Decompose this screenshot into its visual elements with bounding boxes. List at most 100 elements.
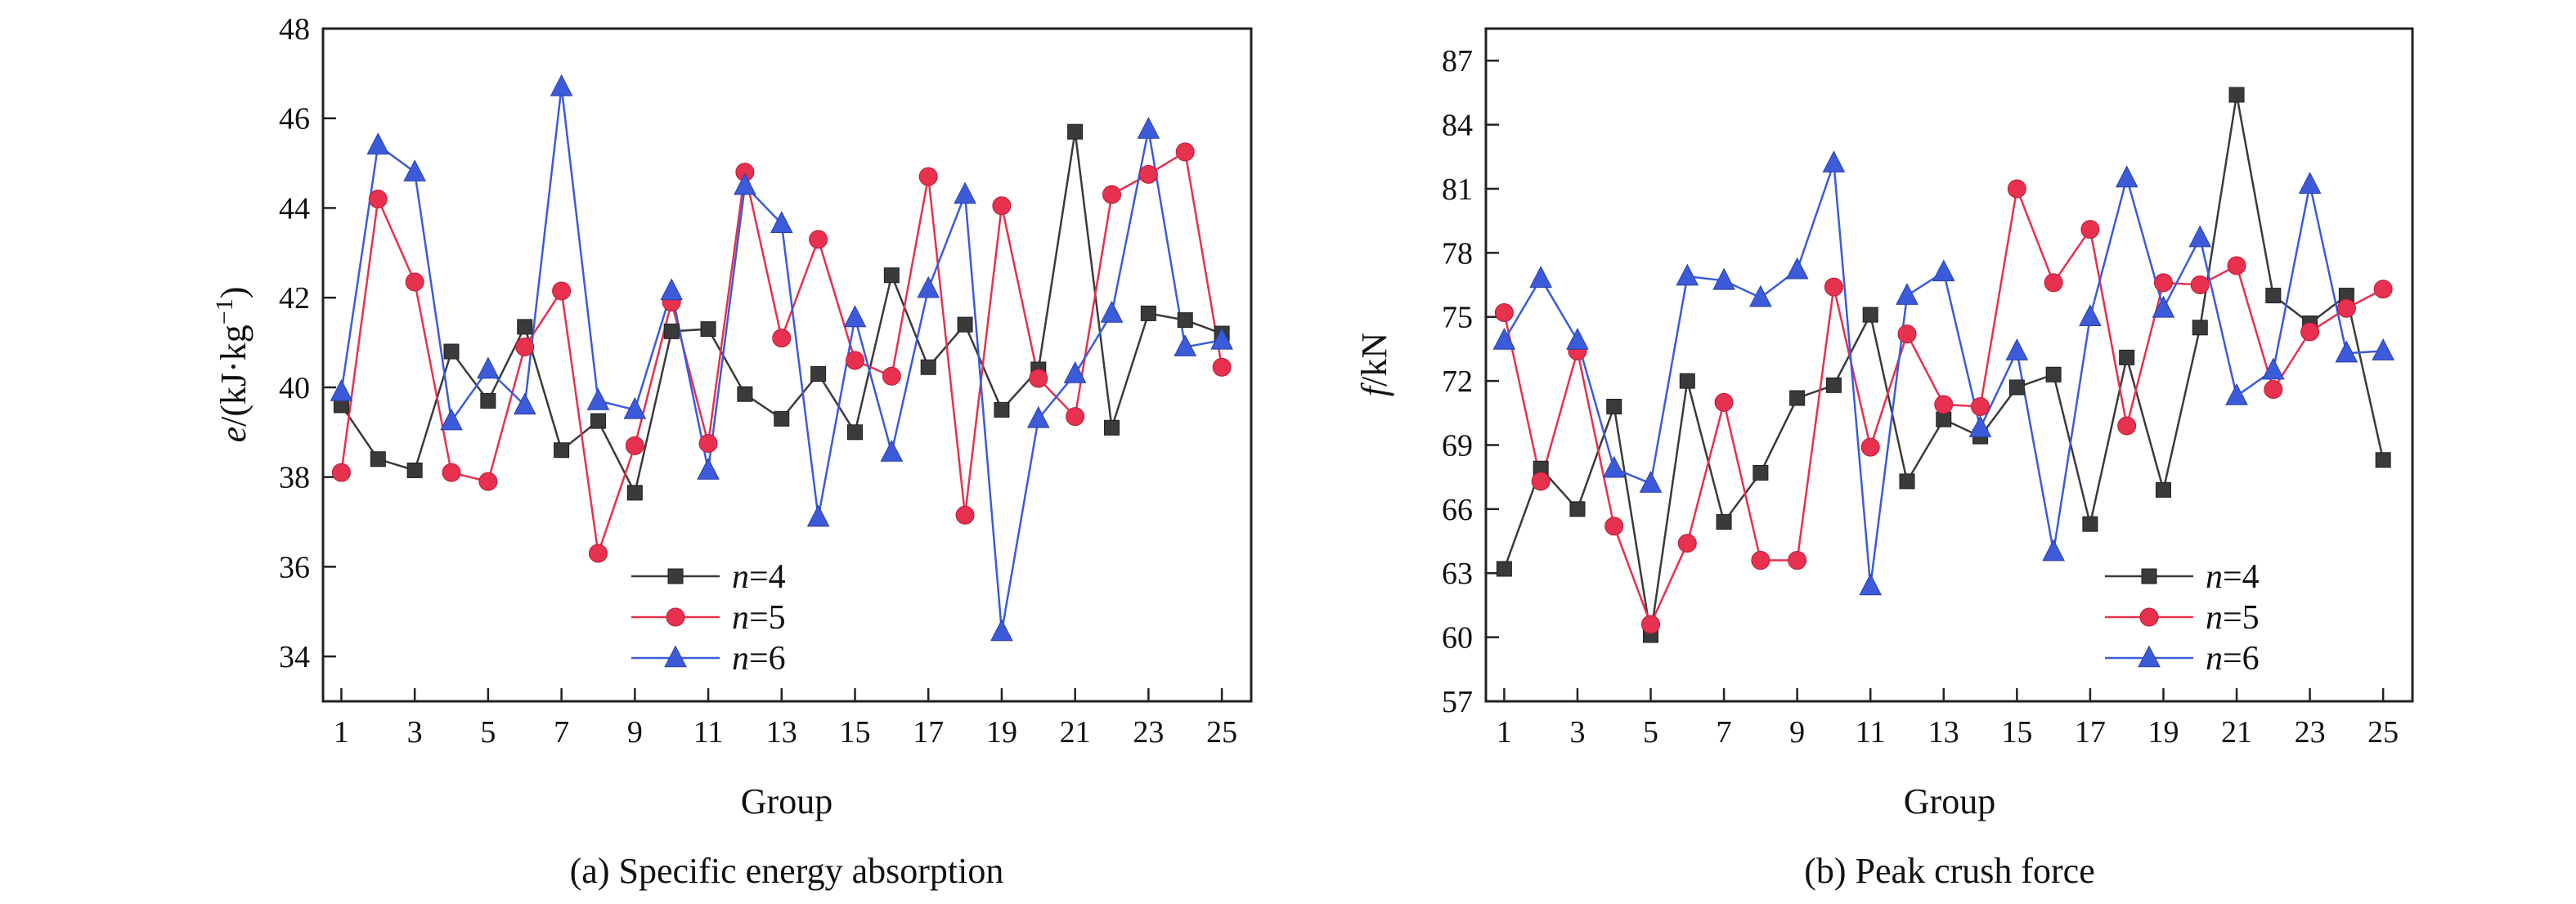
data-point-square: [1899, 473, 1915, 490]
legend-marker-square: [667, 568, 684, 584]
data-point-circle: [331, 463, 351, 482]
series-line-b-n4: [1503, 94, 2385, 636]
x-tick-label-b: 13: [1928, 715, 1959, 750]
data-point-circle: [809, 230, 828, 249]
data-point-triangle: [1210, 327, 1233, 350]
y-tick-label-a: 44: [279, 191, 310, 226]
data-point-circle: [2227, 256, 2246, 275]
data-point-square: [626, 485, 643, 501]
data-point-circle: [1138, 164, 1158, 184]
data-point-triangle: [2152, 295, 2175, 318]
y-tick-label-b: 78: [1442, 236, 1473, 271]
data-point-circle: [2117, 416, 2137, 436]
data-point-square: [774, 410, 790, 427]
data-point-square: [920, 359, 936, 375]
legend-b: n=4n=5n=6: [2105, 558, 2260, 678]
data-point-circle: [2190, 275, 2210, 295]
data-point-triangle: [2079, 304, 2102, 327]
data-point-triangle: [2372, 338, 2394, 360]
data-point-triangle: [880, 439, 904, 462]
series-line-a-n6: [340, 87, 1223, 633]
x-tick-label-b: 3: [1569, 715, 1585, 750]
data-point-triangle: [330, 378, 353, 401]
data-point-circle: [1897, 324, 1917, 344]
data-point-square: [1104, 419, 1120, 436]
x-tick-label-b: 17: [2075, 715, 2106, 750]
data-point-square: [2375, 452, 2391, 468]
data-point-triangle: [660, 278, 684, 301]
y-axis-title-b: f/kN: [1354, 333, 1394, 396]
data-point-triangle: [2262, 357, 2285, 380]
data-point-circle: [1066, 407, 1085, 427]
plot-frame-b: [1484, 27, 2414, 703]
data-point-circle: [625, 436, 644, 455]
series-markers-a-n4: [333, 123, 1230, 501]
x-tick-label-a: 23: [1133, 715, 1164, 750]
x-tick-label-b: 9: [1789, 715, 1805, 750]
data-point-circle: [1604, 517, 1624, 536]
y-tick-label-a: 40: [279, 371, 310, 405]
data-point-triangle: [1566, 327, 1589, 350]
data-point-circle: [2153, 273, 2173, 293]
plot-frame-a: [321, 27, 1253, 703]
caption-b: (b) Peak crush force: [1804, 851, 2095, 891]
legend-marker-square: [2141, 568, 2157, 584]
data-point-square: [1140, 305, 1156, 321]
data-point-square: [517, 319, 533, 335]
data-point-circle: [515, 338, 535, 357]
data-point-triangle: [1063, 360, 1087, 383]
data-point-circle: [1677, 534, 1697, 553]
x-tick-label-b: 1: [1497, 715, 1512, 750]
data-point-triangle: [2335, 340, 2358, 363]
x-tick-label-b: 5: [1643, 715, 1658, 750]
y-tick-label-a: 36: [279, 550, 310, 584]
data-point-circle: [2080, 220, 2100, 239]
data-point-triangle: [990, 619, 1013, 642]
data-point-square: [1789, 390, 1806, 406]
data-point-circle: [1860, 437, 1880, 457]
y-tick-label-a: 34: [279, 640, 310, 674]
data-point-triangle: [366, 132, 390, 154]
data-point-circle: [1971, 396, 1990, 416]
data-point-circle: [1824, 277, 1843, 297]
data-point-square: [1496, 561, 1512, 577]
legend-a: n=4n=5n=6: [631, 558, 786, 678]
data-point-square: [406, 462, 423, 478]
data-point-triangle: [1932, 259, 1955, 282]
data-point-circle: [478, 472, 498, 491]
y-tick-label-b: 66: [1442, 493, 1473, 527]
data-point-triangle: [440, 408, 463, 431]
data-point-square: [1862, 307, 1878, 323]
data-point-triangle: [917, 275, 940, 298]
data-point-square: [994, 401, 1010, 418]
legend-label: n=4: [2206, 558, 2260, 596]
data-point-square: [1606, 398, 1622, 414]
data-point-triangle: [1602, 455, 1626, 478]
data-point-square: [700, 321, 716, 338]
x-tick-label-a: 19: [986, 715, 1017, 750]
data-point-circle: [552, 281, 572, 301]
data-point-triangle: [2115, 165, 2138, 188]
data-point-triangle: [513, 392, 536, 415]
x-tick-label-a: 5: [480, 715, 496, 750]
y-tick-label-b: 72: [1442, 365, 1473, 399]
data-point-circle: [442, 463, 461, 482]
data-point-square: [1936, 411, 1952, 427]
data-point-triangle: [843, 305, 867, 328]
data-point-square: [1067, 123, 1084, 140]
y-tick-label-b: 87: [1442, 44, 1473, 78]
data-point-circle: [2300, 322, 2320, 342]
data-point-square: [1569, 501, 1586, 517]
x-tick-label-a: 1: [334, 715, 349, 750]
data-point-circle: [2007, 179, 2026, 199]
data-point-circle: [1175, 142, 1195, 162]
y-tick-label-a: 48: [279, 12, 310, 47]
data-point-circle: [992, 196, 1012, 216]
data-point-triangle: [697, 457, 720, 480]
y-tick-label-b: 81: [1442, 172, 1473, 207]
data-point-circle: [918, 167, 938, 186]
x-tick-label-a: 21: [1060, 715, 1091, 750]
